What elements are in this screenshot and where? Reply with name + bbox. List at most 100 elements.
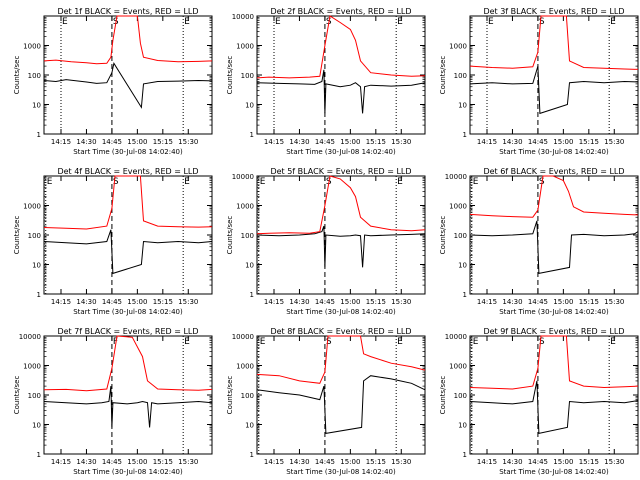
panel-title: Det 8f BLACK = Events, RED = LLD bbox=[270, 327, 411, 336]
x-tick-label: 14:15 bbox=[264, 138, 284, 146]
event-marker-label: E bbox=[397, 337, 403, 347]
x-axis-label: Start Time (30-Jul-08 14:02:40) bbox=[73, 308, 183, 316]
plot-frame bbox=[469, 335, 639, 455]
series-line-lld bbox=[256, 335, 426, 384]
series-line-lld bbox=[43, 335, 213, 392]
series-line-lld bbox=[469, 335, 639, 390]
y-tick-label: 100 bbox=[241, 392, 254, 400]
x-tick-label: 15:00 bbox=[553, 138, 573, 146]
x-tick-label: 14:30 bbox=[289, 458, 309, 466]
plot-frame bbox=[256, 335, 426, 455]
series-line-lld bbox=[43, 175, 213, 230]
event-marker-label: F bbox=[113, 337, 118, 347]
y-tick-label: 1000 bbox=[236, 203, 254, 211]
y-tick-label: 1 bbox=[37, 451, 41, 459]
x-axis-label: Start Time (30-Jul-08 14:02:40) bbox=[499, 308, 609, 316]
y-tick-label: 10 bbox=[32, 422, 41, 430]
x-tick-label: 15:30 bbox=[391, 458, 411, 466]
x-axis-label: Start Time (30-Jul-08 14:02:40) bbox=[73, 468, 183, 476]
x-tick-label: 14:45 bbox=[315, 138, 335, 146]
event-marker-label: S bbox=[539, 337, 545, 347]
plot-frame bbox=[43, 335, 213, 455]
x-tick-label: 15:15 bbox=[579, 138, 599, 146]
x-tick-label: 14:15 bbox=[264, 298, 284, 306]
event-marker-label: E bbox=[62, 17, 68, 27]
series-line-lld bbox=[256, 175, 426, 235]
x-tick-label: 14:15 bbox=[51, 298, 71, 306]
event-marker-label: E bbox=[260, 337, 266, 347]
y-tick-label: 1000 bbox=[23, 43, 41, 51]
x-tick-label: 15:15 bbox=[366, 298, 386, 306]
event-marker-label: E bbox=[610, 337, 616, 347]
x-tick-label: 14:30 bbox=[502, 298, 522, 306]
x-tick-label: 14:30 bbox=[502, 138, 522, 146]
series-line-events bbox=[469, 65, 639, 115]
event-marker-label: E bbox=[184, 17, 190, 27]
event-marker-label: S bbox=[113, 177, 119, 187]
series-line-events bbox=[256, 375, 426, 434]
x-tick-label: 14:15 bbox=[477, 298, 497, 306]
y-tick-label: 10 bbox=[245, 102, 254, 110]
y-tick-label: 10000 bbox=[232, 333, 254, 341]
y-tick-label: 10000 bbox=[445, 173, 467, 181]
y-axis-label: Counts/sec bbox=[13, 216, 21, 255]
y-tick-label: 1000 bbox=[449, 203, 467, 211]
x-tick-label: 14:45 bbox=[528, 458, 548, 466]
x-axis-label: Start Time (30-Jul-08 14:02:40) bbox=[286, 308, 396, 316]
x-tick-label: 14:30 bbox=[76, 458, 96, 466]
y-tick-label: 1 bbox=[250, 451, 254, 459]
y-tick-label: 10 bbox=[458, 422, 467, 430]
series-line-lld bbox=[469, 15, 639, 70]
series-line-lld bbox=[43, 15, 213, 65]
y-tick-label: 10 bbox=[458, 102, 467, 110]
y-tick-label: 1000 bbox=[236, 363, 254, 371]
x-tick-label: 15:30 bbox=[604, 458, 624, 466]
y-tick-label: 1000 bbox=[23, 203, 41, 211]
x-tick-label: 15:30 bbox=[604, 298, 624, 306]
event-marker-label: E bbox=[184, 337, 190, 347]
event-marker-label: S bbox=[326, 337, 332, 347]
event-marker-label: E bbox=[610, 17, 616, 27]
x-tick-label: 15:30 bbox=[178, 138, 198, 146]
y-tick-label: 1000 bbox=[449, 363, 467, 371]
y-axis-label: Counts/sec bbox=[439, 56, 447, 95]
x-tick-label: 14:15 bbox=[51, 458, 71, 466]
plot-frame bbox=[469, 15, 639, 135]
panel-title: Det 1f BLACK = Events, RED = LLD bbox=[57, 7, 198, 16]
event-marker-label: E bbox=[397, 17, 403, 27]
x-axis-label: Start Time (30-Jul-08 14:02:40) bbox=[286, 468, 396, 476]
x-tick-label: 14:30 bbox=[502, 458, 522, 466]
y-axis-label: Counts/sec bbox=[226, 216, 234, 255]
x-tick-label: 15:15 bbox=[579, 298, 599, 306]
x-tick-label: 15:15 bbox=[153, 298, 173, 306]
x-tick-label: 15:00 bbox=[340, 298, 360, 306]
x-tick-label: 14:45 bbox=[102, 298, 122, 306]
y-tick-label: 100 bbox=[28, 232, 41, 240]
y-tick-label: 100 bbox=[28, 392, 41, 400]
x-tick-label: 14:45 bbox=[315, 298, 335, 306]
x-tick-label: 14:30 bbox=[76, 138, 96, 146]
series-line-lld bbox=[256, 15, 426, 79]
x-axis-label: Start Time (30-Jul-08 14:02:40) bbox=[286, 148, 396, 156]
y-tick-label: 1000 bbox=[449, 43, 467, 51]
x-tick-label: 15:30 bbox=[604, 138, 624, 146]
event-marker-label: E bbox=[473, 177, 479, 187]
series-line-lld bbox=[469, 175, 639, 218]
x-tick-label: 15:00 bbox=[340, 138, 360, 146]
x-tick-label: 14:15 bbox=[477, 458, 497, 466]
series-line-events bbox=[256, 225, 426, 268]
x-tick-label: 14:15 bbox=[264, 458, 284, 466]
event-marker-label: S bbox=[539, 17, 545, 27]
x-tick-label: 15:30 bbox=[391, 138, 411, 146]
y-tick-label: 10 bbox=[245, 262, 254, 270]
event-marker-label: E bbox=[184, 177, 190, 187]
y-tick-label: 1 bbox=[463, 131, 467, 139]
x-axis-label: Start Time (30-Jul-08 14:02:40) bbox=[73, 148, 183, 156]
x-tick-label: 15:15 bbox=[153, 138, 173, 146]
x-tick-label: 15:30 bbox=[178, 458, 198, 466]
event-marker-label: E bbox=[47, 177, 53, 187]
y-tick-label: 10000 bbox=[232, 173, 254, 181]
panel-title: Det 9f BLACK = Events, RED = LLD bbox=[483, 327, 624, 336]
y-tick-label: 1 bbox=[250, 291, 254, 299]
